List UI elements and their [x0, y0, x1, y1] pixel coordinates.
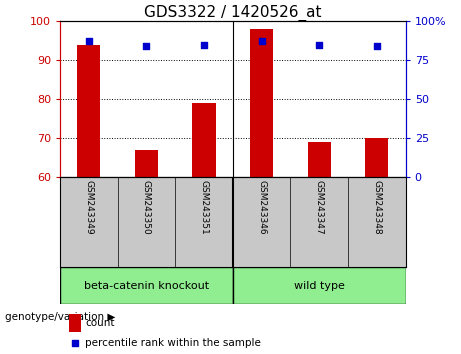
- Text: GSM243347: GSM243347: [315, 180, 324, 234]
- Bar: [308, 142, 331, 177]
- Text: genotype/variation ▶: genotype/variation ▶: [5, 312, 115, 322]
- Text: count: count: [85, 318, 115, 328]
- Point: [85, 39, 92, 44]
- Text: GSM243351: GSM243351: [200, 180, 208, 234]
- Text: GSM243346: GSM243346: [257, 180, 266, 234]
- Bar: [365, 138, 388, 177]
- Bar: [77, 45, 100, 177]
- Bar: [69, 314, 81, 332]
- Text: GSM243349: GSM243349: [84, 180, 93, 234]
- Bar: [60, 267, 233, 304]
- Bar: [135, 150, 158, 177]
- Point: [258, 39, 266, 44]
- Point: [200, 42, 207, 47]
- Point: [315, 42, 323, 48]
- Bar: [233, 267, 406, 304]
- Bar: [250, 29, 273, 177]
- Point: [142, 43, 150, 49]
- Text: GSM243348: GSM243348: [372, 180, 381, 234]
- Text: percentile rank within the sample: percentile rank within the sample: [85, 338, 261, 348]
- Point: [373, 43, 381, 49]
- Point: [71, 340, 78, 346]
- Title: GDS3322 / 1420526_at: GDS3322 / 1420526_at: [144, 5, 322, 21]
- Text: GSM243350: GSM243350: [142, 180, 151, 234]
- Text: beta-catenin knockout: beta-catenin knockout: [84, 281, 209, 291]
- Text: wild type: wild type: [294, 281, 345, 291]
- Bar: [193, 103, 216, 177]
